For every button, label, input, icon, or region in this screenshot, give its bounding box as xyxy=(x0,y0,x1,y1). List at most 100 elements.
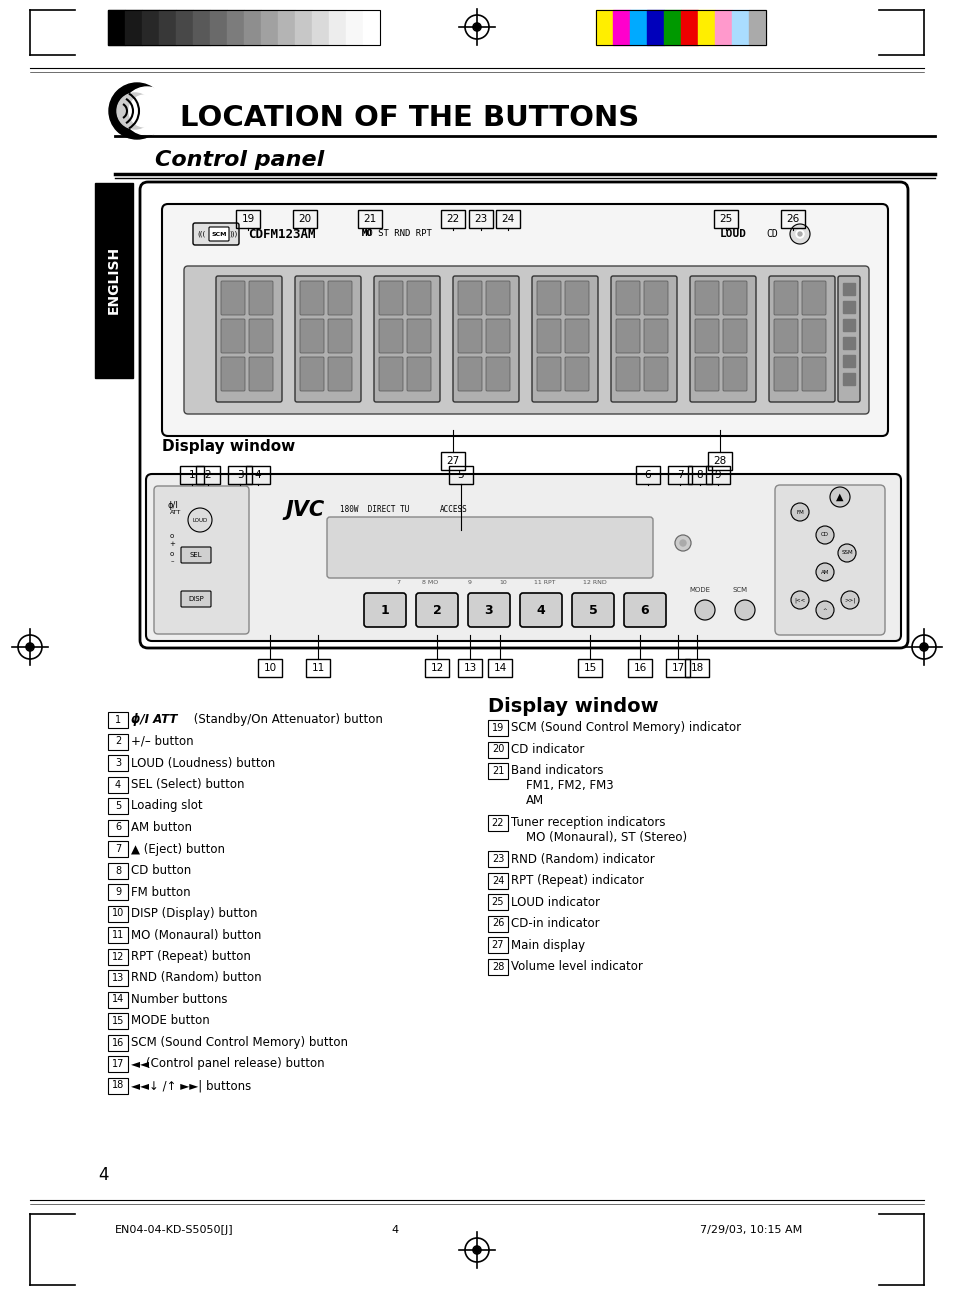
Polygon shape xyxy=(919,642,928,652)
Bar xyxy=(684,659,708,677)
Circle shape xyxy=(117,93,152,129)
Text: 11 RPT: 11 RPT xyxy=(534,581,556,585)
Circle shape xyxy=(815,600,833,619)
FancyBboxPatch shape xyxy=(378,320,402,353)
Text: ▲ (Eject) button: ▲ (Eject) button xyxy=(131,842,225,855)
Text: ϕ/I: ϕ/I xyxy=(168,501,178,510)
Circle shape xyxy=(109,83,165,138)
Text: 18: 18 xyxy=(112,1080,124,1091)
FancyBboxPatch shape xyxy=(221,357,245,391)
Text: >>|: >>| xyxy=(843,598,855,603)
Text: Control panel: Control panel xyxy=(154,150,324,170)
Text: 26: 26 xyxy=(492,919,503,929)
Text: 15: 15 xyxy=(583,663,596,673)
Text: 25: 25 xyxy=(719,214,732,224)
FancyBboxPatch shape xyxy=(378,281,402,314)
Bar xyxy=(108,10,379,45)
FancyBboxPatch shape xyxy=(537,357,560,391)
Text: 13: 13 xyxy=(112,973,124,983)
FancyBboxPatch shape xyxy=(801,281,825,314)
Text: 4: 4 xyxy=(114,779,121,789)
Text: 12 RND: 12 RND xyxy=(582,581,606,585)
Bar xyxy=(108,819,128,836)
Text: 180W  DIRECT TU: 180W DIRECT TU xyxy=(339,506,409,515)
FancyBboxPatch shape xyxy=(537,320,560,353)
Text: 7: 7 xyxy=(114,844,121,854)
FancyBboxPatch shape xyxy=(378,357,402,391)
FancyBboxPatch shape xyxy=(193,223,239,245)
Bar xyxy=(440,452,464,470)
Text: 9: 9 xyxy=(114,886,121,897)
FancyBboxPatch shape xyxy=(774,485,884,635)
Text: RPT (Repeat) indicator: RPT (Repeat) indicator xyxy=(511,873,643,886)
Text: LOUD (Loudness) button: LOUD (Loudness) button xyxy=(131,757,275,770)
Text: 10: 10 xyxy=(112,908,124,919)
Bar xyxy=(235,210,260,228)
FancyBboxPatch shape xyxy=(457,357,481,391)
Text: 28: 28 xyxy=(713,455,726,466)
Text: 4: 4 xyxy=(536,603,545,616)
Bar xyxy=(665,659,689,677)
Text: 7: 7 xyxy=(676,470,682,480)
Text: LOUD indicator: LOUD indicator xyxy=(511,895,599,908)
Bar xyxy=(108,754,128,771)
Text: 2: 2 xyxy=(114,736,121,747)
Text: FM1, FM2, FM3: FM1, FM2, FM3 xyxy=(525,779,613,792)
FancyBboxPatch shape xyxy=(768,276,834,402)
Bar xyxy=(142,10,159,45)
FancyBboxPatch shape xyxy=(564,281,588,314)
Bar xyxy=(731,10,748,45)
Bar xyxy=(294,10,312,45)
FancyBboxPatch shape xyxy=(184,267,868,414)
FancyBboxPatch shape xyxy=(695,320,719,353)
Text: 2: 2 xyxy=(205,470,212,480)
Bar xyxy=(596,10,765,45)
Circle shape xyxy=(841,591,858,609)
FancyBboxPatch shape xyxy=(485,281,510,314)
FancyBboxPatch shape xyxy=(416,593,457,628)
Text: 10: 10 xyxy=(498,581,506,585)
Text: RPT (Repeat) button: RPT (Repeat) button xyxy=(131,950,251,963)
Bar xyxy=(748,10,765,45)
FancyBboxPatch shape xyxy=(722,320,746,353)
Text: CD button: CD button xyxy=(131,864,191,877)
FancyBboxPatch shape xyxy=(643,281,667,314)
Text: SCM (Sound Control Memory) indicator: SCM (Sound Control Memory) indicator xyxy=(511,722,740,735)
Circle shape xyxy=(675,534,690,551)
FancyBboxPatch shape xyxy=(616,281,639,314)
Text: SEL: SEL xyxy=(190,553,202,558)
Text: 1: 1 xyxy=(114,716,121,725)
Bar xyxy=(108,1056,128,1071)
Bar xyxy=(698,10,714,45)
Circle shape xyxy=(815,563,833,581)
Bar xyxy=(108,991,128,1008)
Circle shape xyxy=(679,540,685,546)
Text: SEL (Select) button: SEL (Select) button xyxy=(131,778,244,791)
Text: CDFM123AM: CDFM123AM xyxy=(248,228,315,241)
FancyBboxPatch shape xyxy=(146,474,900,641)
Text: Number buttons: Number buttons xyxy=(131,992,227,1005)
FancyBboxPatch shape xyxy=(643,320,667,353)
FancyBboxPatch shape xyxy=(722,357,746,391)
Bar xyxy=(108,970,128,986)
Text: 9: 9 xyxy=(714,470,720,480)
Bar xyxy=(578,659,601,677)
Polygon shape xyxy=(472,22,481,32)
Text: 8 MO: 8 MO xyxy=(421,581,437,585)
FancyBboxPatch shape xyxy=(249,320,273,353)
FancyBboxPatch shape xyxy=(328,357,352,391)
FancyBboxPatch shape xyxy=(364,593,406,628)
Bar xyxy=(108,906,128,921)
Bar xyxy=(329,10,346,45)
FancyBboxPatch shape xyxy=(453,276,518,402)
Bar xyxy=(488,894,507,910)
Text: ^: ^ xyxy=(821,607,826,612)
FancyBboxPatch shape xyxy=(837,276,859,402)
Bar xyxy=(488,741,507,757)
Text: 7: 7 xyxy=(395,581,399,585)
Text: 26: 26 xyxy=(785,214,799,224)
Text: 3: 3 xyxy=(236,470,243,480)
Text: 21: 21 xyxy=(492,766,503,776)
Text: EN04-04-KD-S5050[J]: EN04-04-KD-S5050[J] xyxy=(115,1225,233,1234)
Bar xyxy=(195,466,220,484)
